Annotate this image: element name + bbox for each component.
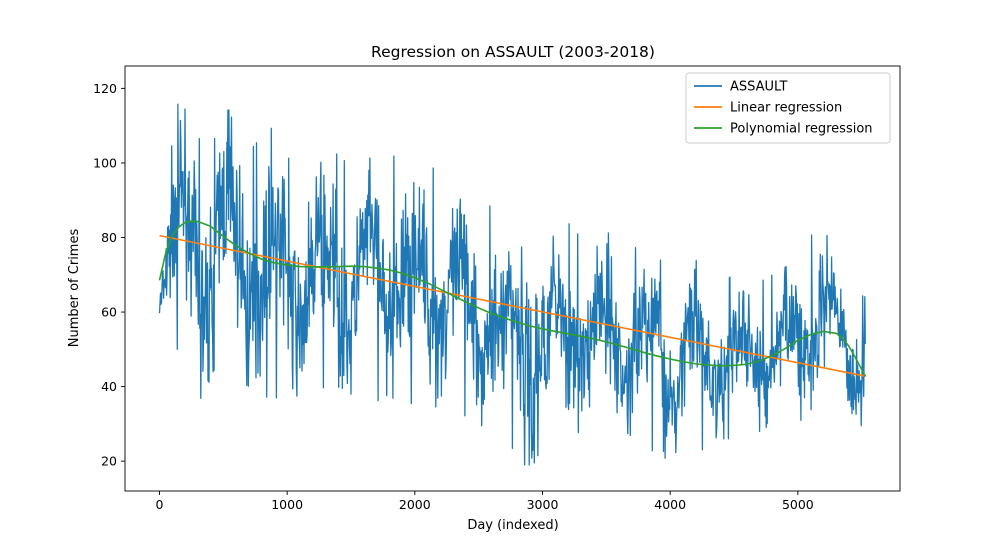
y-tick-label: 20 — [101, 454, 117, 469]
y-tick-label: 100 — [93, 155, 117, 170]
legend: ASSAULT Linear regression Polynomial regre… — [685, 72, 891, 144]
x-tick-label: 1000 — [271, 497, 303, 512]
x-tick-label: 3000 — [527, 497, 559, 512]
legend-label: ASSAULT — [730, 80, 787, 95]
series-line-linear-regression — [159, 234, 866, 377]
x-tick-label: 4000 — [654, 497, 686, 512]
series-line-polynomial-regression — [158, 220, 867, 377]
legend-label: Polynomial regression — [730, 122, 873, 137]
y-tick-label: 120 — [93, 81, 117, 96]
axes: 0 1000 2000 3000 4000 5000 20 40 60 80 100 120 — [93, 65, 901, 512]
y-axis-title: Number of Crimes — [67, 229, 82, 348]
x-tick-label: 2000 — [399, 497, 431, 512]
y-tick-label: 60 — [101, 305, 117, 320]
y-tick-label: 80 — [101, 230, 117, 245]
axes-frame — [124, 65, 901, 492]
legend-label: Linear regression — [730, 101, 842, 116]
x-axis-title: Day (indexed) — [467, 518, 558, 533]
y-tick-label: 40 — [101, 379, 117, 394]
plot-area — [158, 103, 867, 466]
series-line-assault — [158, 103, 866, 466]
chart-title: Regression on ASSAULT (2003-2018) — [371, 43, 655, 61]
legend-box — [685, 72, 891, 144]
x-tick-label: 0 — [155, 497, 163, 512]
x-tick-label: 5000 — [782, 497, 814, 512]
